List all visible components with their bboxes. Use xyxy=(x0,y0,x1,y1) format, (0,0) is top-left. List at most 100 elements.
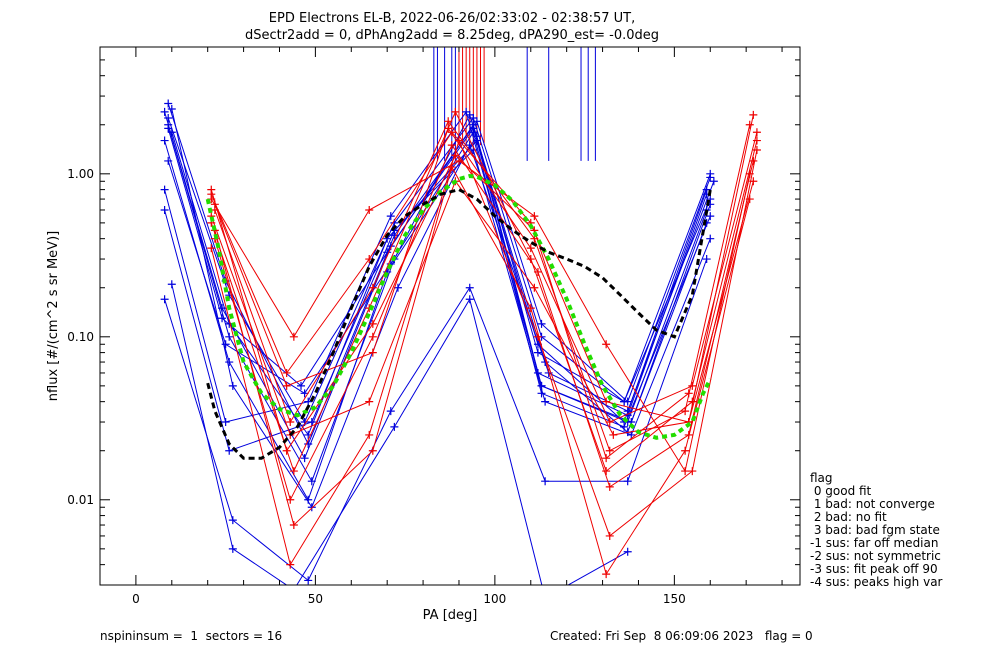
blue-point-6-3 xyxy=(386,212,395,221)
legend-item-7: -4 sus: peaks high var xyxy=(810,575,943,589)
x-axis-label: PA [deg] xyxy=(423,608,478,623)
red-series-8 xyxy=(210,139,758,566)
red-point-6-2 xyxy=(365,397,374,406)
blue-point-6-0 xyxy=(160,185,169,194)
blue-point-6-1 xyxy=(221,418,230,427)
red-point-3-2 xyxy=(368,332,377,341)
blue-point-8-5 xyxy=(541,477,550,486)
red-series-6 xyxy=(210,180,754,436)
legend-item-6: -3 sus: fit peak off 90 xyxy=(810,562,938,576)
blue-point-9-6 xyxy=(623,547,632,556)
blue-series-7 xyxy=(164,149,711,452)
red-point-8-2 xyxy=(365,430,374,439)
red-point-9-2 xyxy=(368,319,377,328)
red-point-1-5 xyxy=(605,446,614,455)
blue-point-9-0 xyxy=(167,280,176,289)
footer-left: nspininsum = 1 sectors = 16 xyxy=(100,629,282,643)
blue-series-3 xyxy=(164,135,708,502)
red-point-7-1 xyxy=(289,521,298,530)
red-point-2-5 xyxy=(602,467,611,476)
red-point-1-7 xyxy=(745,120,754,129)
blue-series-2 xyxy=(167,113,711,483)
x-tick-label: 150 xyxy=(663,592,686,606)
black-fit-curve xyxy=(206,188,712,460)
blue-point-12-2 xyxy=(300,389,309,398)
red-point-8-4 xyxy=(533,332,542,341)
red-point-9-0 xyxy=(207,185,216,194)
blue-series-9 xyxy=(171,284,628,585)
red-point-4-1 xyxy=(289,332,298,341)
blue-point-12-5 xyxy=(537,389,546,398)
red-point-4-5 xyxy=(602,340,611,349)
blue-point-6-2 xyxy=(304,397,313,406)
legend-item-5: -2 sus: not symmetric xyxy=(810,549,941,563)
green-fit-curve xyxy=(205,173,713,440)
blue-point-5-1 xyxy=(218,314,227,323)
red-point-8-7 xyxy=(752,146,761,155)
red-point-1-2 xyxy=(368,283,377,292)
red-point-5-7 xyxy=(752,128,761,137)
red-point-7-5 xyxy=(602,570,611,579)
blue-point-8-7 xyxy=(702,255,711,264)
red-point-3-5 xyxy=(605,482,614,491)
blue-point-4-2 xyxy=(307,503,316,512)
red-point-0-5 xyxy=(602,397,611,406)
blue-point-1-0 xyxy=(160,107,169,116)
red-point-2-7 xyxy=(752,136,761,145)
blue-series-5 xyxy=(167,123,711,403)
blue-point-0-0 xyxy=(164,99,173,108)
chart-title-line-1: EPD Electrons EL-B, 2022-06-26/02:33:02 … xyxy=(269,11,635,26)
red-point-3-7 xyxy=(749,156,758,165)
blue-point-11-0 xyxy=(167,128,176,137)
flag-legend: flag 0 good fit 1 bad: not converge 2 ba… xyxy=(810,471,943,589)
red-point-5-6 xyxy=(688,381,697,390)
red-point-4-6 xyxy=(681,467,690,476)
legend-item-4: -1 sus: far off median xyxy=(810,536,938,550)
blue-point-7-7 xyxy=(706,234,715,243)
blue-point-9-2 xyxy=(290,586,298,594)
blue-point-6-4 xyxy=(462,107,471,116)
red-point-2-1 xyxy=(289,467,298,476)
x-tick-label: 50 xyxy=(308,592,323,606)
blue-point-12-0 xyxy=(164,156,173,165)
red-point-1-6 xyxy=(681,407,690,416)
blue-point-12-4 xyxy=(469,128,478,137)
blue-point-7-0 xyxy=(160,205,169,214)
blue-point-4-0 xyxy=(167,104,176,113)
red-series-3 xyxy=(214,144,754,502)
y-tick-label: 0.10 xyxy=(67,330,94,344)
red-point-9-5 xyxy=(602,454,611,463)
blue-point-12-7 xyxy=(706,212,715,221)
red-point-5-2 xyxy=(368,348,377,357)
red-series-7 xyxy=(214,165,751,576)
y-axis-label: nflux [#/(cm^2 s sr MeV)] xyxy=(46,231,61,401)
legend-item-3: 3 bad: bad fgm state xyxy=(810,523,940,537)
plot-data-layer xyxy=(160,47,761,594)
red-point-3-1 xyxy=(286,495,295,504)
blue-point-8-2 xyxy=(304,576,313,585)
blue-point-4-3 xyxy=(393,283,402,292)
y-tick-label: 1.00 xyxy=(67,167,94,181)
blue-point-11-5 xyxy=(533,368,542,377)
blue-series-8 xyxy=(164,258,708,582)
blue-point-3-0 xyxy=(160,136,169,145)
red-point-7-2 xyxy=(368,446,377,455)
blue-point-5-5 xyxy=(533,348,542,357)
legend-title: flag xyxy=(810,471,833,485)
red-point-8-6 xyxy=(688,467,697,476)
blue-point-12-1 xyxy=(221,340,230,349)
blue-point-10-7 xyxy=(706,169,715,178)
red-point-9-1 xyxy=(282,446,291,455)
blue-point-10-4 xyxy=(469,114,478,123)
blue-point-11-4 xyxy=(472,136,481,145)
red-point-3-4 xyxy=(533,267,542,276)
blue-point-5-4 xyxy=(469,120,478,129)
blue-point-5-7 xyxy=(706,195,715,204)
red-point-4-2 xyxy=(365,205,374,214)
red-point-8-5 xyxy=(605,531,614,540)
blue-point-10-6 xyxy=(620,397,629,406)
x-tick-label: 0 xyxy=(132,592,140,606)
red-point-0-7 xyxy=(749,110,758,119)
red-point-9-6 xyxy=(684,389,693,398)
